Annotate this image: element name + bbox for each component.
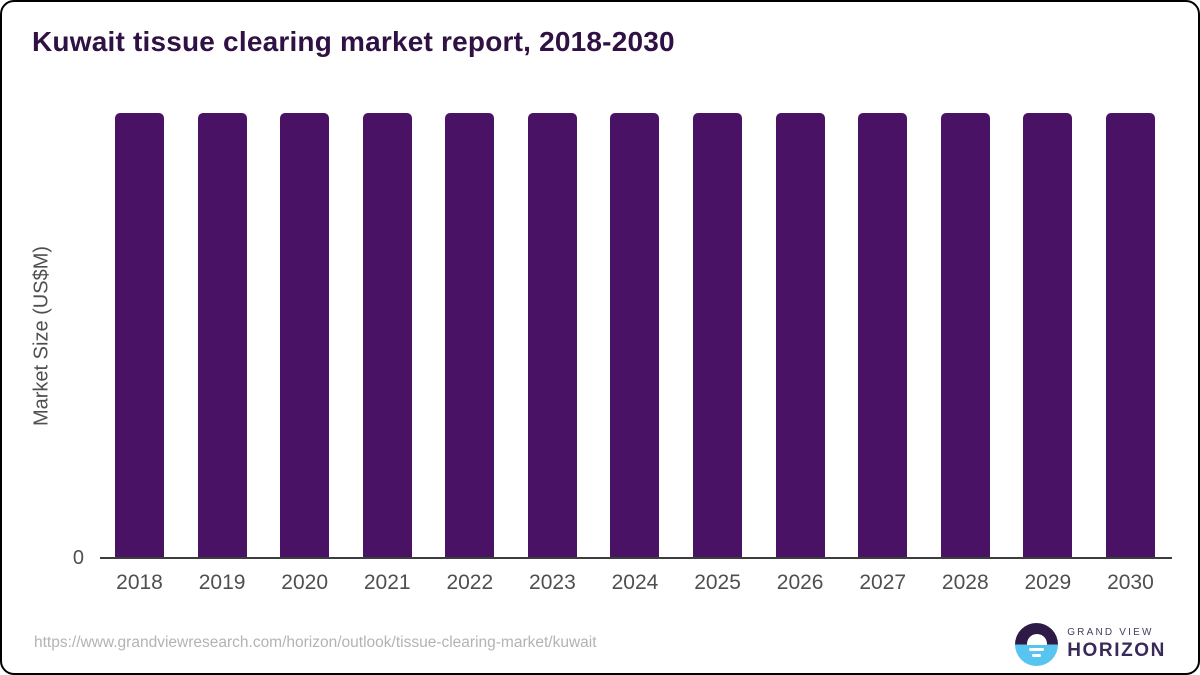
horizon-sunrise-icon [1015, 623, 1059, 666]
x-tick-label-2020: 2020 [281, 571, 329, 594]
bar-2030 [1105, 113, 1155, 557]
x-tick-label-2019: 2019 [198, 571, 246, 594]
logo-text: GRAND VIEW HORIZON [1067, 627, 1166, 662]
y-axis-title: Market Size (US$M) [30, 245, 53, 427]
logo-product-line: HORIZON [1067, 640, 1166, 661]
bar-2027 [858, 113, 908, 557]
bar-2029 [1023, 113, 1073, 557]
bar-2026 [775, 113, 825, 557]
x-tick-label-2028: 2028 [941, 571, 989, 594]
x-tick-label-2023: 2023 [529, 571, 576, 594]
bar-2025 [693, 113, 743, 557]
chart-title: Kuwait tissue clearing market report, 20… [32, 26, 675, 57]
x-tick-label-2029: 2029 [1024, 571, 1072, 594]
x-axis-labels: 2018 2019 2020 2021 2022 2023 2024 2025 2026 2027… [100, 571, 1172, 595]
bar-2021 [362, 113, 412, 557]
bar-2023 [527, 113, 577, 557]
x-tick-label-2026: 2026 [776, 571, 824, 594]
x-tick-label-2024: 2024 [611, 571, 659, 594]
bar-2020 [280, 113, 330, 557]
grand-view-horizon-logo: GRAND VIEW HORIZON [1015, 623, 1166, 666]
bar-2018 [115, 113, 164, 557]
x-tick-label-2021: 2021 [363, 571, 411, 594]
water-ripple-shape [1029, 647, 1045, 651]
bar-2024 [610, 113, 660, 557]
source-url: https://www.grandviewresearch.com/horizo… [34, 634, 597, 651]
bar-2019 [197, 113, 247, 557]
sun-shape [1026, 634, 1047, 645]
x-tick-label-2022: 2022 [446, 571, 494, 594]
bars [100, 113, 1172, 557]
bar-2028 [940, 113, 990, 557]
x-tick-label-2027: 2027 [859, 571, 907, 594]
water-ripple-shape [1032, 653, 1042, 657]
bar-2022 [445, 113, 495, 557]
logo-brand-line: GRAND VIEW [1067, 627, 1154, 638]
plot-area [100, 113, 1172, 559]
y-tick-label-zero: 0 [72, 547, 84, 569]
x-tick-label-2030: 2030 [1107, 571, 1154, 594]
x-tick-label-2018: 2018 [116, 571, 163, 594]
x-tick-label-2025: 2025 [694, 571, 741, 594]
